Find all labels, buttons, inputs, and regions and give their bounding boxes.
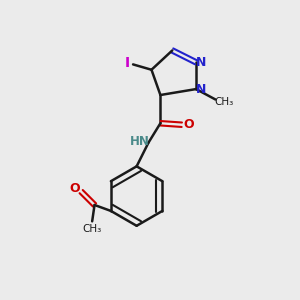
- Text: O: O: [69, 182, 80, 194]
- Text: N: N: [196, 56, 207, 69]
- Text: N: N: [196, 82, 207, 96]
- Text: CH₃: CH₃: [214, 97, 233, 107]
- Text: CH₃: CH₃: [82, 224, 102, 234]
- Text: HN: HN: [130, 135, 150, 148]
- Text: O: O: [183, 118, 194, 131]
- Text: I: I: [124, 56, 130, 70]
